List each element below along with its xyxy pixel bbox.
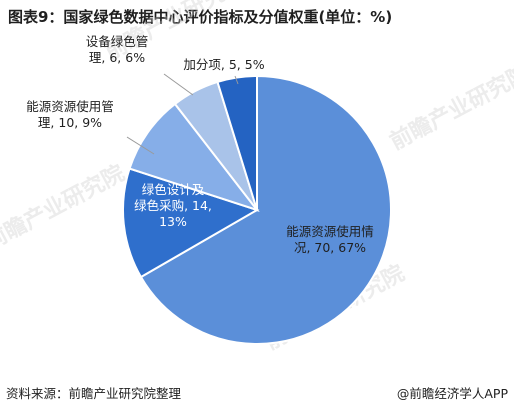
slice-label: 能源资源使用管理, 10, 9% bbox=[26, 99, 114, 130]
chart-title: 图表9：国家绿色数据中心评价指标及分值权重(单位：%) bbox=[8, 8, 393, 26]
slice-label-line: 绿色设计及 bbox=[142, 182, 205, 197]
slice-label-line: 况, 70, 67% bbox=[294, 240, 366, 255]
leader-lines bbox=[126, 73, 239, 155]
slice-label-line: 理, 10, 9% bbox=[38, 115, 102, 130]
leader-line bbox=[126, 136, 155, 155]
pie-slices bbox=[122, 74, 392, 345]
pie-slice bbox=[216, 74, 258, 211]
leader-line bbox=[234, 75, 239, 85]
slice-label: 能源资源使用情况, 70, 67% bbox=[286, 224, 374, 255]
watermark: 前瞻产业研究院 bbox=[386, 60, 514, 155]
pie-slice bbox=[139, 74, 392, 345]
leader-line bbox=[163, 73, 194, 96]
slice-label-line: 能源资源使用情 bbox=[286, 224, 374, 239]
slice-label: 加分项, 5, 5% bbox=[183, 57, 264, 72]
slice-label: 设备绿色管理, 6, 6% bbox=[86, 34, 149, 65]
pie-slice bbox=[128, 102, 260, 212]
credit-note: @前瞻经济学人APP bbox=[396, 386, 508, 401]
watermark: 前瞻产业研究院 bbox=[0, 160, 129, 255]
pie-slice bbox=[122, 167, 260, 279]
data-labels: 能源资源使用情况, 70, 67% 绿色设计及绿色采购, 14, 13% 能源资源使用… bbox=[26, 34, 374, 255]
slice-label-line: 加分项, 5, 5% bbox=[183, 57, 264, 72]
slice-label-line: 设备绿色管 bbox=[86, 34, 149, 49]
slice-label: 绿色设计及绿色采购, 14, 13% bbox=[134, 182, 212, 229]
slice-label-line: 理, 6, 6% bbox=[89, 50, 145, 65]
slice-label-line: 能源资源使用管 bbox=[26, 99, 114, 114]
source-note: 资料来源：前瞻产业研究院整理 bbox=[6, 386, 182, 401]
slice-label-line: 13% bbox=[159, 214, 187, 229]
slice-label-line: 绿色采购, 14, bbox=[134, 198, 212, 213]
